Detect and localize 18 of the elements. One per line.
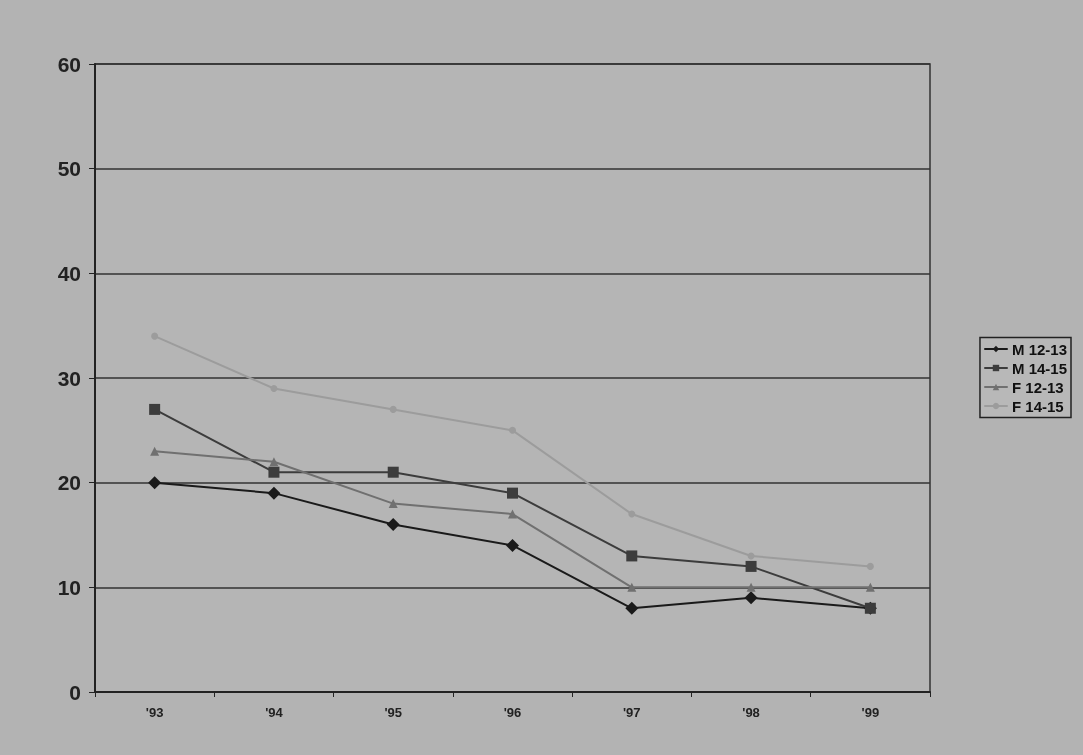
x-tick-label: '95 [384,705,402,720]
legend-label: M 14-15 [1011,359,1067,377]
x-tick-label: '96 [503,705,522,720]
x-tick-label: '94 [265,705,284,720]
y-tick-label: 20 [57,471,81,495]
y-tick-label: 40 [57,261,81,285]
legend-label: F 12-13 [1011,378,1064,396]
y-tick-label: 30 [57,366,81,390]
legend-label: F 14-15 [1011,397,1064,415]
x-tick-label: '97 [623,705,641,720]
y-tick-label: 0 [69,680,81,704]
x-tick-label: '99 [861,705,880,720]
legend-label: M 12-13 [1011,340,1067,358]
y-tick-label: 60 [57,52,81,76]
y-tick-label: 10 [57,575,81,599]
x-tick-label: '93 [145,705,164,720]
y-tick-label: 50 [57,157,81,181]
x-tick-label: '98 [742,705,760,720]
